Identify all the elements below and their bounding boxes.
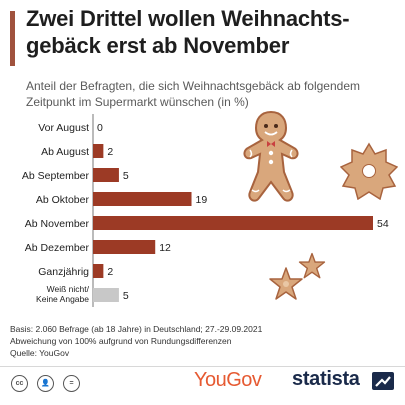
chart-subtitle: Anteil der Befragten, die sich Weihnacht… [26, 79, 360, 109]
value-label: 54 [377, 218, 389, 230]
category-label: Ab Oktober [36, 194, 90, 206]
value-label: 0 [97, 122, 103, 134]
statista-logo[interactable]: statista [292, 368, 360, 390]
value-label: 2 [107, 266, 113, 278]
bar-chart: Vor August 0 Ab August 2 Ab September 5 Ab Okt… [22, 114, 389, 307]
chart-title: Zwei Drittel wollen Weihnachts-gebäck er… [26, 6, 350, 58]
title-accent-bar [10, 11, 15, 66]
bar [93, 288, 119, 302]
category-label: Ab November [25, 218, 90, 230]
category-label: Ab September [22, 170, 90, 182]
footer-divider [0, 366, 405, 367]
value-label: 5 [123, 170, 129, 182]
bar [93, 192, 192, 206]
category-label: Ab Dezember [25, 242, 90, 254]
category-label: Weiß nicht/Keine Angabe [36, 284, 90, 304]
gingerbread-man-icon [243, 110, 299, 202]
bar [93, 144, 104, 158]
chart-footer: Basis: 2.060 Befrage (ab 18 Jahre) in De… [10, 323, 340, 359]
category-label: Ab August [41, 146, 89, 158]
yougov-logo[interactable]: YouGov [194, 369, 262, 391]
category-label: Vor August [38, 122, 89, 134]
footer-source: Quelle: YouGov [10, 348, 70, 358]
value-label: 2 [107, 146, 113, 158]
cc-icon[interactable]: cc [11, 375, 28, 392]
value-label: 19 [196, 194, 208, 206]
bar [93, 240, 156, 254]
bar [93, 168, 119, 182]
small-star-cookie-icon [298, 252, 326, 279]
equals-icon[interactable]: = [63, 375, 80, 392]
category-label: Ganzjährig [38, 266, 89, 278]
statista-mark-icon [372, 372, 394, 390]
flower-cookie-icon [340, 142, 398, 200]
star-cookie-icon [269, 267, 303, 300]
footer-basis: Basis: 2.060 Befrage (ab 18 Jahre) in De… [10, 324, 263, 334]
value-label: 5 [123, 290, 129, 302]
bar [93, 216, 373, 230]
bar [93, 264, 104, 278]
value-label: 12 [159, 242, 171, 254]
by-icon[interactable]: 👤 [37, 375, 54, 392]
footer-note: Abweichung von 100% aufgrund von Rundung… [10, 336, 232, 346]
